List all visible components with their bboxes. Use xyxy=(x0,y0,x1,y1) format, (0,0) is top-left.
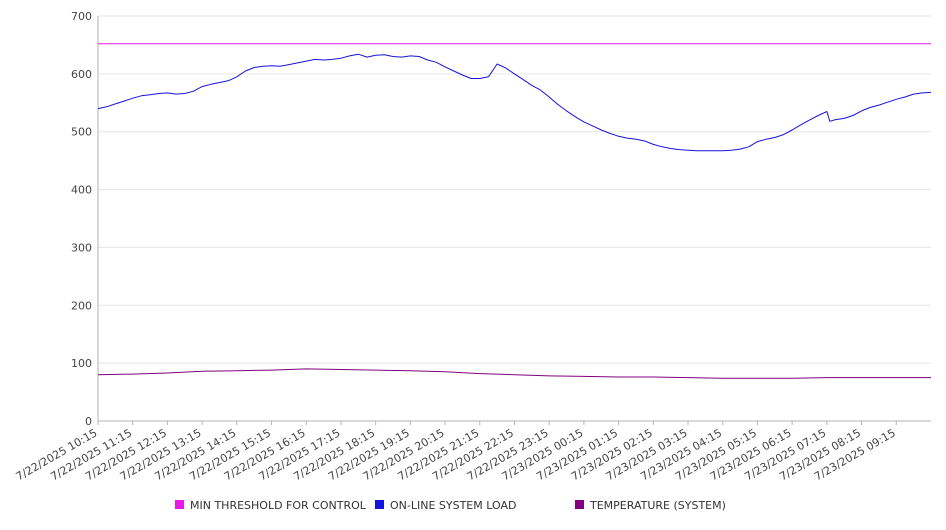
legend: MIN THRESHOLD FOR CONTROL ON-LINE SYSTEM … xyxy=(175,499,726,512)
legend-label-on-line-system-load: ON-LINE SYSTEM LOAD xyxy=(390,499,516,512)
y-tick-label-0: 0 xyxy=(85,415,92,428)
y-tick-label-200: 200 xyxy=(71,299,92,312)
y-tick-label-300: 300 xyxy=(71,241,92,254)
series-lines xyxy=(97,43,932,379)
legend-swatch-on-line-system-load xyxy=(375,500,384,509)
legend-swatch-min-threshold-for-control xyxy=(175,500,184,509)
legend-swatch-temperature-system xyxy=(575,500,584,509)
y-tick-label-100: 100 xyxy=(71,357,92,370)
series-line-temperature-system xyxy=(97,368,931,379)
axes xyxy=(97,16,931,422)
y-tick-label-400: 400 xyxy=(71,184,92,197)
y-axis-ticks: 0 100 200 300 400 500 600 700 xyxy=(71,10,92,428)
legend-label-min-threshold-for-control: MIN THRESHOLD FOR CONTROL xyxy=(190,499,367,512)
y-tick-label-600: 600 xyxy=(71,68,92,81)
x-axis-ticks: 7/22/2025 10:157/22/2025 11:157/22/2025 … xyxy=(14,421,898,483)
y-tick-label-500: 500 xyxy=(71,126,92,139)
legend-label-temperature-system: TEMPERATURE (SYSTEM) xyxy=(589,499,726,512)
y-tick-label-700: 700 xyxy=(71,10,92,23)
series-line-on-line-system-load xyxy=(97,53,932,152)
grid-lines xyxy=(98,15,931,364)
